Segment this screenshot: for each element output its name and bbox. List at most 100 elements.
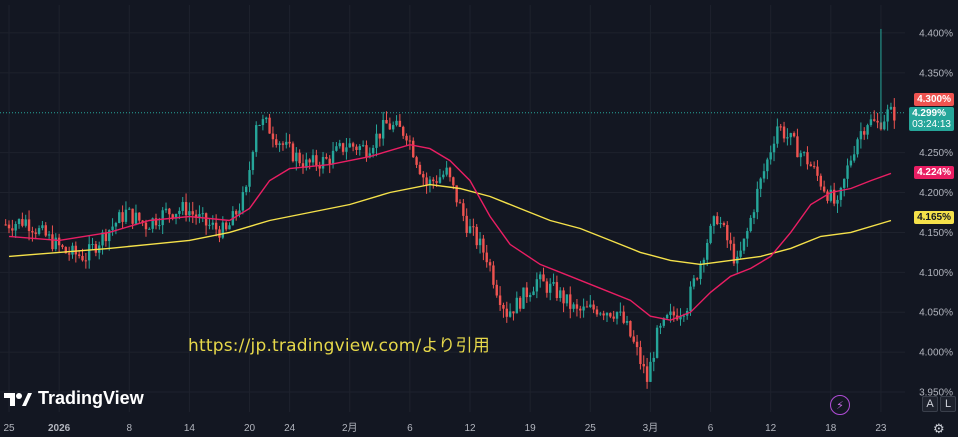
candle-body bbox=[589, 304, 592, 307]
candle-body bbox=[712, 216, 716, 226]
candle-body bbox=[669, 311, 672, 315]
candle-body bbox=[886, 109, 889, 122]
log-scale-button[interactable]: L bbox=[940, 396, 956, 412]
candle-body bbox=[816, 166, 819, 176]
candle-body bbox=[569, 294, 572, 309]
x-tick-label: 2月 bbox=[342, 422, 358, 434]
candle-body bbox=[585, 306, 589, 308]
candle-body bbox=[94, 244, 98, 253]
candle-body bbox=[191, 211, 194, 215]
candle-body bbox=[518, 297, 522, 309]
candle-body bbox=[214, 222, 218, 230]
candle-body bbox=[224, 222, 228, 230]
candle-body bbox=[345, 147, 348, 152]
candle-body bbox=[331, 150, 335, 165]
candle-body bbox=[863, 131, 866, 135]
candle-body bbox=[271, 133, 275, 140]
candle-body bbox=[716, 216, 719, 225]
candle-body bbox=[218, 229, 221, 238]
candle-body bbox=[796, 136, 799, 158]
candle-body bbox=[856, 139, 859, 155]
candle-body bbox=[468, 226, 472, 233]
candle-body bbox=[786, 137, 789, 139]
candle-body bbox=[629, 321, 632, 337]
candle-body bbox=[445, 167, 448, 175]
candle-body bbox=[111, 226, 114, 231]
candle-body bbox=[582, 306, 585, 311]
candle-body bbox=[234, 211, 238, 215]
candle-body bbox=[121, 212, 124, 222]
candle-body bbox=[338, 143, 341, 147]
candle-body bbox=[806, 152, 809, 165]
candle-body bbox=[695, 278, 699, 280]
last-high-label: 4.300% bbox=[914, 93, 954, 106]
candle-body bbox=[432, 179, 435, 182]
candle-body bbox=[61, 245, 64, 248]
candle-body bbox=[442, 174, 445, 178]
candle-body bbox=[498, 295, 502, 305]
x-tick-label: 20 bbox=[244, 423, 256, 434]
candle-body bbox=[655, 327, 659, 358]
candle-body bbox=[325, 157, 328, 159]
y-tick-label: 4.050% bbox=[919, 308, 953, 319]
auto-scale-button[interactable]: A bbox=[922, 396, 938, 412]
candle-body bbox=[883, 121, 886, 130]
candle-body bbox=[776, 126, 779, 144]
candle-body bbox=[622, 311, 625, 323]
candle-body bbox=[812, 166, 816, 168]
x-tick-label: 25 bbox=[3, 423, 15, 434]
candle-body bbox=[238, 210, 241, 215]
candle-body bbox=[822, 186, 826, 192]
candle-body bbox=[21, 219, 24, 226]
y-tick-label: 4.200% bbox=[919, 188, 953, 199]
candle-body bbox=[11, 228, 14, 231]
candle-body bbox=[659, 325, 662, 328]
x-tick-label: 19 bbox=[525, 423, 537, 434]
x-tick-label: 12 bbox=[765, 423, 777, 434]
x-tick-label: 18 bbox=[825, 423, 837, 434]
candle-body bbox=[405, 135, 408, 141]
candle-body bbox=[435, 181, 438, 183]
candle-body bbox=[769, 152, 772, 160]
lightning-icon[interactable]: ⚡ bbox=[830, 395, 850, 415]
candle-body bbox=[665, 314, 669, 319]
candle-body bbox=[161, 210, 164, 226]
candle-body bbox=[355, 146, 358, 151]
candle-body bbox=[428, 179, 432, 186]
candle-body bbox=[114, 223, 118, 227]
candle-countdown: 03:24:13 bbox=[912, 119, 951, 130]
candle-body bbox=[869, 119, 873, 126]
candle-body bbox=[371, 147, 375, 154]
candle-body bbox=[178, 210, 181, 214]
candle-body bbox=[154, 218, 158, 226]
candle-body bbox=[144, 222, 148, 230]
candle-body bbox=[128, 208, 131, 210]
candle-body bbox=[201, 213, 204, 215]
candle-body bbox=[522, 287, 525, 309]
candle-body bbox=[118, 212, 121, 224]
candle-body bbox=[853, 154, 856, 161]
candle-body bbox=[211, 222, 214, 225]
candle-body bbox=[478, 238, 482, 246]
y-tick-label: 4.000% bbox=[919, 348, 953, 359]
candle-body bbox=[351, 143, 355, 147]
tradingview-logo[interactable]: TradingView bbox=[4, 388, 144, 409]
candle-body bbox=[762, 171, 766, 179]
candle-body bbox=[84, 260, 88, 262]
candle-body bbox=[24, 219, 27, 226]
candle-body bbox=[425, 177, 428, 186]
candle-body bbox=[836, 199, 839, 204]
tradingview-logo-icon bbox=[4, 392, 32, 406]
candle-body bbox=[572, 304, 575, 309]
candle-body bbox=[14, 224, 17, 231]
candle-body bbox=[174, 213, 178, 219]
candle-body bbox=[889, 106, 893, 110]
candle-body bbox=[739, 250, 742, 257]
candle-body bbox=[298, 152, 301, 164]
gear-icon[interactable]: ⚙ bbox=[933, 421, 945, 436]
candle-body bbox=[261, 119, 265, 126]
candle-body bbox=[151, 218, 154, 229]
candle-body bbox=[77, 254, 81, 256]
